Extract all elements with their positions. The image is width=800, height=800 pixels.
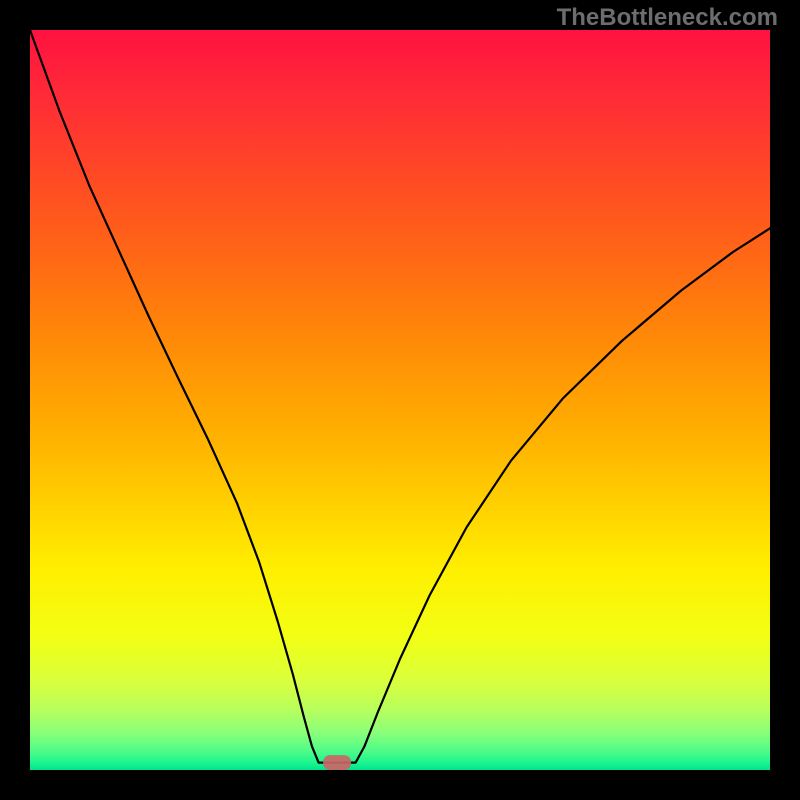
chart-frame: TheBottleneck.com [0, 0, 800, 800]
plot-area [30, 30, 770, 770]
watermark-text: TheBottleneck.com [557, 4, 778, 32]
optimum-marker [323, 755, 351, 770]
